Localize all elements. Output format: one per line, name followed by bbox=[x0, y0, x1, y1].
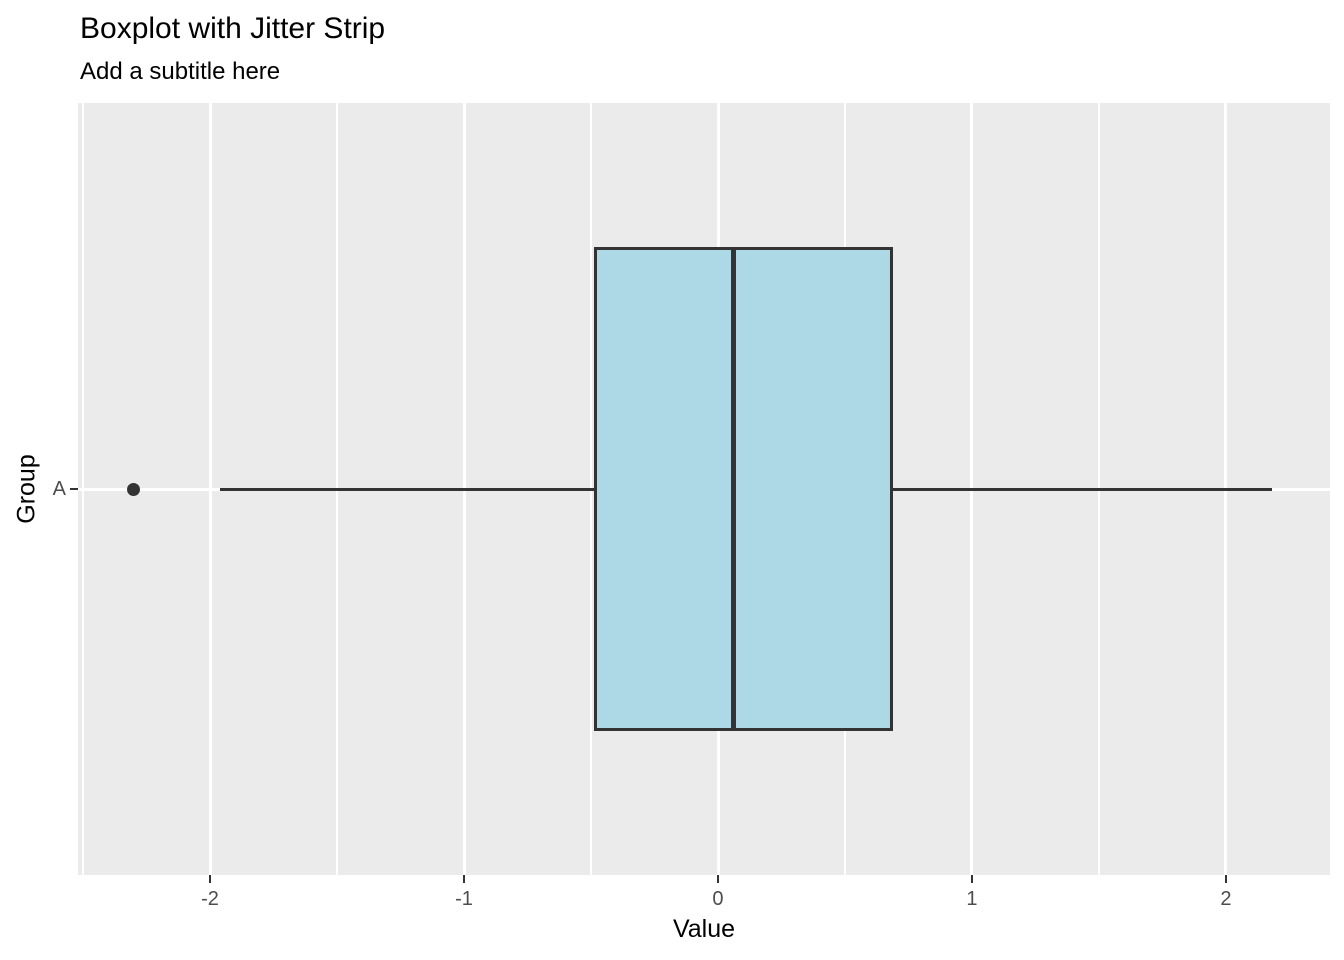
x-tick-label: 1 bbox=[966, 888, 978, 910]
x-tick-mark bbox=[1224, 875, 1227, 883]
x-tick-label: -2 bbox=[201, 888, 219, 910]
x-tick-mark bbox=[463, 875, 465, 883]
y-axis-category-label: A bbox=[52, 478, 66, 500]
x-tick-mark bbox=[716, 875, 719, 883]
chart-title: Boxplot with Jitter Strip bbox=[80, 12, 386, 45]
whisker-right bbox=[893, 487, 1272, 491]
x-tick-label: 0 bbox=[712, 888, 724, 910]
median-line bbox=[730, 247, 736, 731]
chart-subtitle: Add a subtitle here bbox=[80, 58, 281, 85]
x-tick-mark bbox=[209, 875, 212, 883]
x-tick-label: 2 bbox=[1220, 888, 1232, 910]
outlier-point bbox=[127, 482, 141, 496]
y-axis-tick bbox=[70, 488, 78, 490]
x-axis-title: Value bbox=[672, 915, 736, 943]
y-axis-title: Group bbox=[12, 454, 41, 524]
x-tick-label: -1 bbox=[455, 888, 473, 910]
box-iqr bbox=[593, 247, 894, 731]
whisker-left bbox=[220, 487, 594, 491]
x-tick-mark bbox=[970, 875, 973, 883]
